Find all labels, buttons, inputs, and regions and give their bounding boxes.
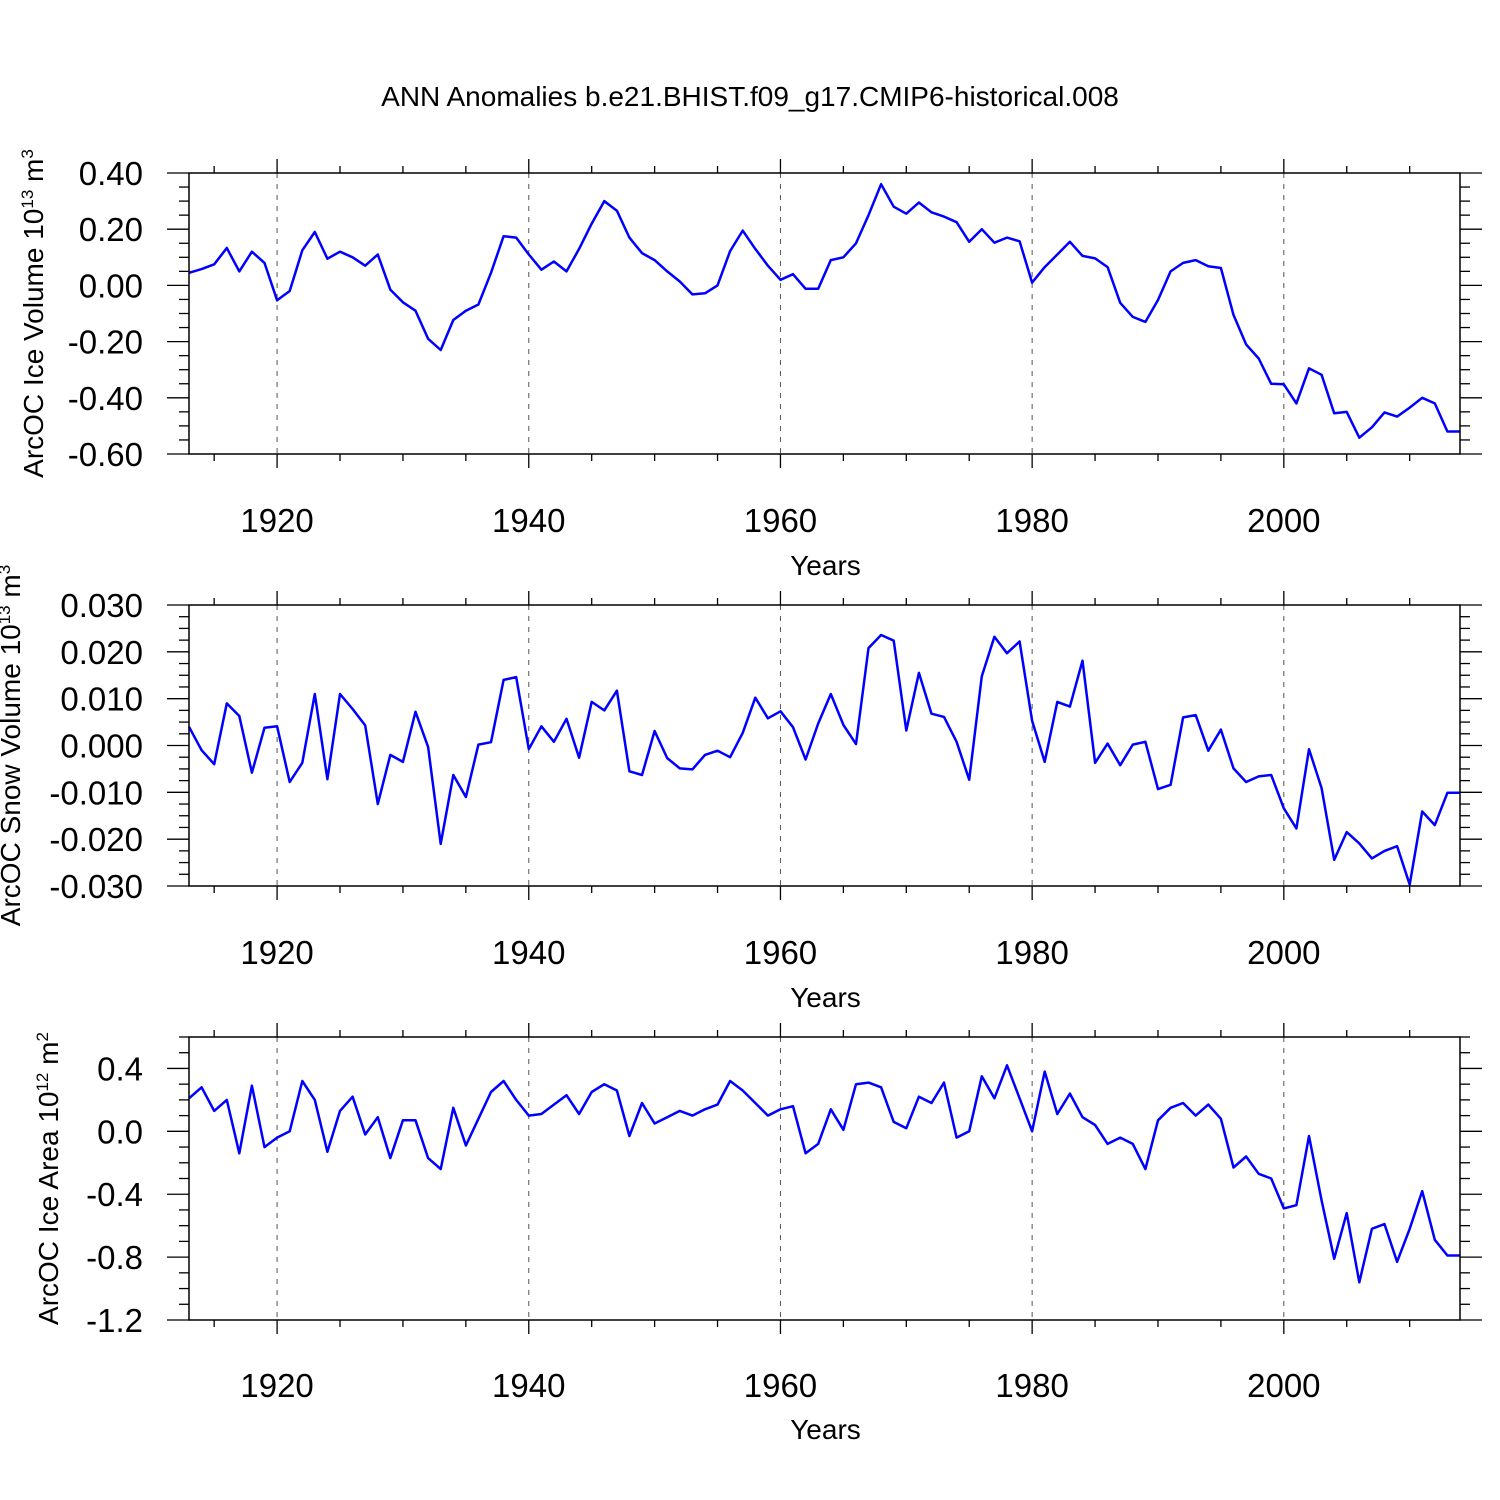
- snow-volume-x-tick-label: 1920: [240, 934, 313, 971]
- ice-volume-x-tick-label: 1940: [492, 502, 565, 539]
- snow-volume-x-tick-label: 1940: [492, 934, 565, 971]
- ice-area-series-line: [188, 1064, 1460, 1284]
- ice-area-y-label-main: ArcOC Ice Area 10: [33, 1092, 64, 1325]
- ice-area-y-tick-label: -0.8: [86, 1239, 143, 1276]
- ice-volume-y-tick-label: -0.40: [68, 380, 143, 417]
- ice-volume-series-line: [188, 182, 1460, 439]
- snow-volume-x-tick-label: 1960: [744, 934, 817, 971]
- snow-volume-y-label-mid: m: [0, 574, 26, 605]
- snow-volume-panel: -0.030 -0.020 -0.010 0.000 0.010 0.020 0.030 19…: [0, 565, 1482, 1013]
- figure-title: ANN Anomalies b.e21.BHIST.f09_g17.CMIP6-…: [381, 81, 1119, 112]
- ice-area-x-tick-label: 1940: [492, 1367, 565, 1404]
- ice-area-y-label-sup2: 2: [33, 1032, 52, 1041]
- ice-volume-x-tick-label: 1980: [995, 502, 1068, 539]
- snow-volume-y-axis-label: ArcOC Snow Volume 1013 m3: [0, 565, 26, 926]
- snow-volume-y-tick-label: -0.020: [49, 821, 143, 858]
- snow-volume-x-tick-label: 1980: [995, 934, 1068, 971]
- ice-volume-y-label-main: ArcOC Ice Volume 10: [18, 209, 49, 478]
- ice-volume-y-tick-label: -0.60: [68, 436, 143, 473]
- snow-volume-series-line: [187, 633, 1460, 886]
- ice-area-y-tick-label: -0.4: [86, 1176, 143, 1213]
- ice-volume-y-axis-label: ArcOC Ice Volume 1013 m3: [18, 149, 49, 478]
- ice-volume-x-tick-label: 2000: [1247, 502, 1320, 539]
- ice-area-panel: -1.2 -0.8 -0.4 0.0 0.4 1920 1940 1960 1980 2000 Ye…: [33, 1023, 1482, 1445]
- ice-area-y-tick-label: 0.4: [97, 1050, 143, 1087]
- ice-area-y-axis-label: ArcOC Ice Area 1012 m2: [33, 1032, 64, 1325]
- ice-volume-y-tick-label: 0.40: [79, 155, 143, 192]
- snow-volume-y-tick-label: 0.010: [60, 681, 143, 718]
- ice-area-x-tick-label: 1980: [995, 1367, 1068, 1404]
- ice-area-y-tick-label: -1.2: [86, 1302, 143, 1339]
- ice-volume-y-tick-label: -0.20: [68, 324, 143, 361]
- ice-area-x-tick-label: 2000: [1247, 1367, 1320, 1404]
- ice-volume-y-label-mid: m: [18, 159, 49, 190]
- ice-area-y-label-mid: m: [33, 1042, 64, 1073]
- ice-area-x-tick-label: 1920: [240, 1367, 313, 1404]
- snow-volume-x-axis-label: Years: [790, 982, 861, 1013]
- ice-area-y-label-sup1: 12: [33, 1073, 52, 1092]
- snow-volume-y-tick-label: 0.020: [60, 634, 143, 671]
- snow-volume-y-label-sup2: 3: [0, 565, 14, 574]
- ice-volume-x-axis-label: Years: [790, 550, 861, 581]
- ice-volume-y-label-sup2: 3: [18, 149, 37, 158]
- snow-volume-y-tick-label: 0.000: [60, 728, 143, 765]
- ice-area-x-tick-label: 1960: [744, 1367, 817, 1404]
- ice-volume-y-tick-label: 0.00: [79, 267, 143, 304]
- ice-volume-x-tick-label: 1920: [240, 502, 313, 539]
- ice-volume-plot-frame: [188, 172, 1461, 455]
- snow-volume-plot-frame: [188, 604, 1461, 887]
- snow-volume-y-label-sup1: 13: [0, 605, 14, 624]
- ice-area-plot-frame: [188, 1036, 1461, 1321]
- ice-area-y-tick-label: 0.0: [97, 1113, 143, 1150]
- ice-volume-panel: -0.60 -0.40 -0.20 0.00 0.20 0.40 1920 1940 1960 1…: [18, 149, 1482, 581]
- snow-volume-y-tick-label: -0.030: [49, 868, 143, 905]
- snow-volume-y-tick-label: 0.030: [60, 587, 143, 624]
- snow-volume-x-tick-label: 2000: [1247, 934, 1320, 971]
- ice-area-x-axis-label: Years: [790, 1414, 861, 1445]
- snow-volume-y-label-main: ArcOC Snow Volume 10: [0, 624, 26, 926]
- snow-volume-y-tick-label: -0.010: [49, 774, 143, 811]
- ice-volume-y-tick-label: 0.20: [79, 211, 143, 248]
- ice-volume-y-label-sup1: 13: [18, 190, 37, 209]
- panels: -0.60 -0.40 -0.20 0.00 0.20 0.40 1920 1940 1960 1…: [0, 149, 1482, 1445]
- ice-volume-x-tick-label: 1960: [744, 502, 817, 539]
